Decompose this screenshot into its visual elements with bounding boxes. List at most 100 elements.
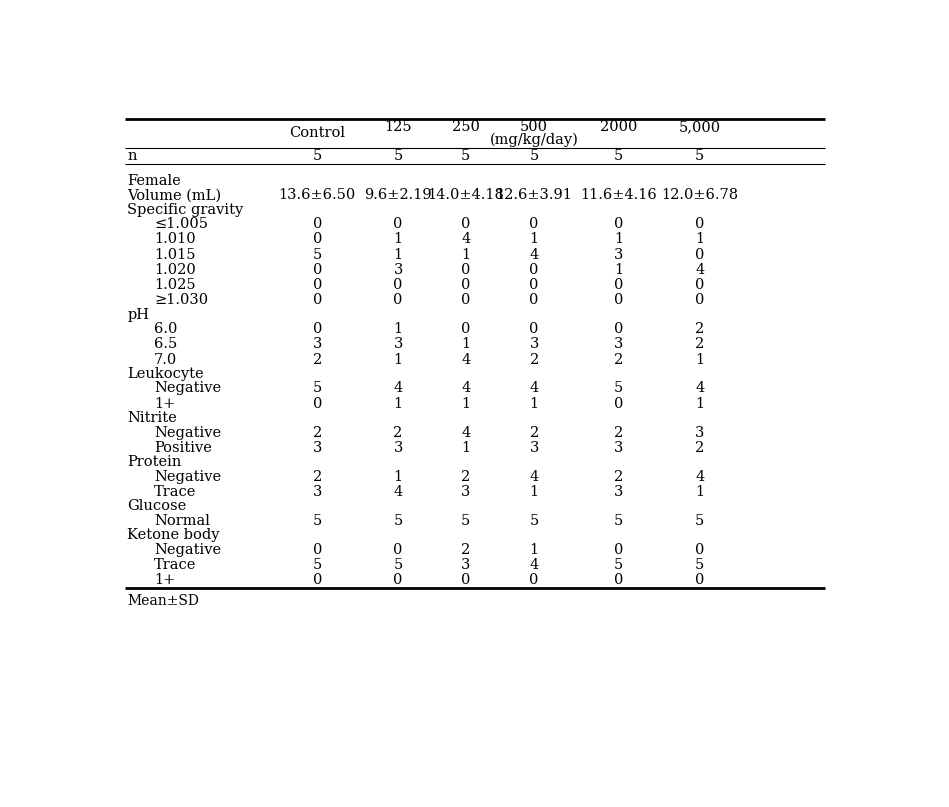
Text: 2: 2 <box>614 425 623 440</box>
Text: 1: 1 <box>394 248 402 261</box>
Text: 3: 3 <box>461 485 471 499</box>
Text: 0: 0 <box>394 293 402 307</box>
Text: 1: 1 <box>394 353 402 366</box>
Text: 0: 0 <box>530 263 539 277</box>
Text: 9.6±2.19: 9.6±2.19 <box>364 188 432 203</box>
Text: 5: 5 <box>695 514 704 528</box>
Text: 0: 0 <box>695 542 704 557</box>
Text: 5: 5 <box>614 382 623 395</box>
Text: 3: 3 <box>614 337 623 351</box>
Text: 5: 5 <box>394 148 402 163</box>
Text: 5: 5 <box>461 148 471 163</box>
Text: 2: 2 <box>695 322 704 336</box>
Text: 5: 5 <box>312 148 322 163</box>
Text: 5: 5 <box>312 248 322 261</box>
Text: 12.6±3.91: 12.6±3.91 <box>495 188 572 203</box>
Text: 0: 0 <box>695 217 704 231</box>
Text: Protein: Protein <box>127 455 182 469</box>
Text: 4: 4 <box>394 382 402 395</box>
Text: 1: 1 <box>695 232 704 246</box>
Text: 3: 3 <box>695 425 704 440</box>
Text: 2: 2 <box>394 425 402 440</box>
Text: 4: 4 <box>530 558 539 572</box>
Text: 250: 250 <box>452 120 479 134</box>
Text: 0: 0 <box>530 217 539 231</box>
Text: 0: 0 <box>530 573 539 587</box>
Text: Specific gravity: Specific gravity <box>127 203 244 216</box>
Text: 2: 2 <box>312 470 322 483</box>
Text: 1: 1 <box>530 232 539 246</box>
Text: 0: 0 <box>312 573 322 587</box>
Text: 0: 0 <box>394 217 402 231</box>
Text: 2: 2 <box>461 470 471 483</box>
Text: 3: 3 <box>530 337 539 351</box>
Text: 0: 0 <box>614 278 623 292</box>
Text: 3: 3 <box>312 441 322 455</box>
Text: 1: 1 <box>530 397 539 411</box>
Text: 0: 0 <box>312 397 322 411</box>
Text: 1: 1 <box>695 353 704 366</box>
Text: 3: 3 <box>394 263 402 277</box>
Text: 5: 5 <box>394 514 402 528</box>
Text: Volume (mL): Volume (mL) <box>127 188 221 203</box>
Text: 1: 1 <box>394 397 402 411</box>
Text: 3: 3 <box>461 558 471 572</box>
Text: 5: 5 <box>530 514 539 528</box>
Text: 4: 4 <box>461 382 471 395</box>
Text: 4: 4 <box>461 425 471 440</box>
Text: Glucose: Glucose <box>127 500 187 513</box>
Text: 5: 5 <box>695 558 704 572</box>
Text: 4: 4 <box>530 470 539 483</box>
Text: 1: 1 <box>394 232 402 246</box>
Text: Normal: Normal <box>154 514 210 528</box>
Text: 1: 1 <box>461 337 471 351</box>
Text: 0: 0 <box>312 217 322 231</box>
Text: 12.0±6.78: 12.0±6.78 <box>661 188 738 203</box>
Text: 0: 0 <box>614 573 623 587</box>
Text: 1: 1 <box>614 232 623 246</box>
Text: Nitrite: Nitrite <box>127 411 177 425</box>
Text: 4: 4 <box>695 263 704 277</box>
Text: 0: 0 <box>312 293 322 307</box>
Text: 0: 0 <box>614 293 623 307</box>
Text: 500: 500 <box>520 120 549 134</box>
Text: 5: 5 <box>394 558 402 572</box>
Text: 0: 0 <box>312 278 322 292</box>
Text: 7.0: 7.0 <box>154 353 177 366</box>
Text: 1: 1 <box>461 441 471 455</box>
Text: 5: 5 <box>312 382 322 395</box>
Text: 0: 0 <box>312 263 322 277</box>
Text: 1+: 1+ <box>154 397 176 411</box>
Text: Positive: Positive <box>154 441 212 455</box>
Text: 3: 3 <box>394 337 402 351</box>
Text: 5: 5 <box>530 148 539 163</box>
Text: 1: 1 <box>394 470 402 483</box>
Text: 5: 5 <box>312 558 322 572</box>
Text: 3: 3 <box>614 248 623 261</box>
Text: 0: 0 <box>394 542 402 557</box>
Text: 2: 2 <box>614 353 623 366</box>
Text: (mg/kg/day): (mg/kg/day) <box>490 132 579 147</box>
Text: 3: 3 <box>614 441 623 455</box>
Text: 0: 0 <box>614 217 623 231</box>
Text: 4: 4 <box>461 232 471 246</box>
Text: 4: 4 <box>695 382 704 395</box>
Text: Trace: Trace <box>154 485 196 499</box>
Text: 0: 0 <box>614 322 623 336</box>
Text: 2: 2 <box>614 470 623 483</box>
Text: 1.015: 1.015 <box>154 248 195 261</box>
Text: 6.5: 6.5 <box>154 337 177 351</box>
Text: pH: pH <box>127 307 149 322</box>
Text: 1.025: 1.025 <box>154 278 195 292</box>
Text: 1: 1 <box>394 322 402 336</box>
Text: 1: 1 <box>695 485 704 499</box>
Text: 2: 2 <box>530 353 539 366</box>
Text: 0: 0 <box>530 322 539 336</box>
Text: Female: Female <box>127 174 181 188</box>
Text: Negative: Negative <box>154 470 221 483</box>
Text: 0: 0 <box>461 278 471 292</box>
Text: ≤1.005: ≤1.005 <box>154 217 208 231</box>
Text: 0: 0 <box>614 542 623 557</box>
Text: 2: 2 <box>312 353 322 366</box>
Text: Control: Control <box>289 126 345 140</box>
